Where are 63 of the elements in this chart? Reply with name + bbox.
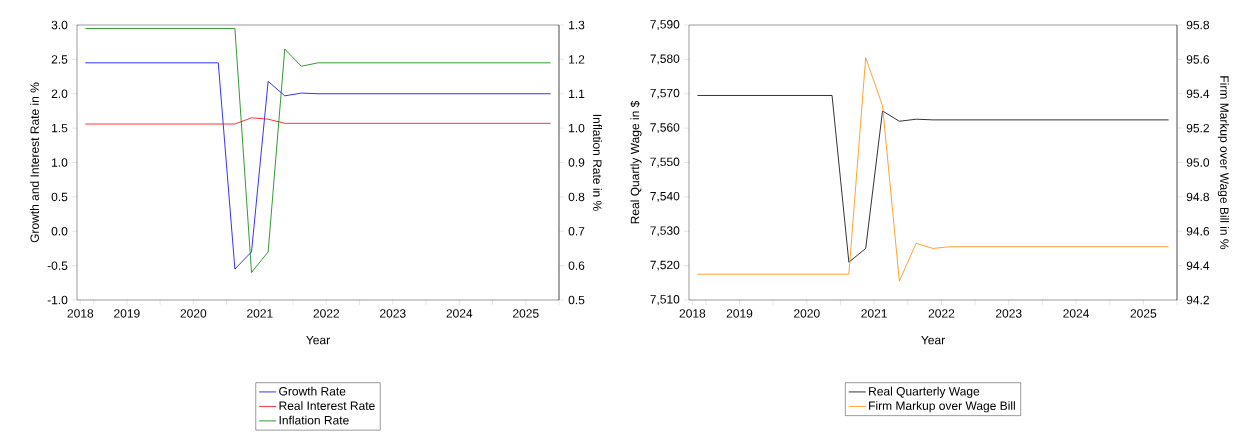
x-tick-label: 2020 — [180, 309, 207, 318]
y-tick-label: 0.5 — [51, 192, 68, 202]
x-axis-title: Year — [306, 335, 330, 345]
x-axis-title: Year — [921, 335, 945, 345]
y2-tick-label: 0.5 — [568, 295, 585, 305]
y2-tick-label: 95.4 — [1186, 89, 1210, 98]
legend-label: Inflation Rate — [279, 415, 349, 425]
y-tick-label: 3.0 — [51, 20, 68, 30]
x-tick-label: 2018 — [679, 309, 706, 318]
y2-tick-label: 1.1 — [569, 89, 585, 98]
y2-tick-label: 94.8 — [1186, 192, 1210, 202]
y2-axis-title: Inflation Rate in % — [593, 114, 602, 211]
y2-tick-label: 0.9 — [568, 158, 585, 167]
legend-label: Real Interest Rate — [279, 401, 375, 410]
y2-tick-label: 1.3 — [569, 20, 585, 30]
x-tick-label: 2021 — [861, 309, 887, 318]
y-tick-label: 2.5 — [51, 55, 68, 64]
x-tick-label: 2023 — [996, 309, 1022, 318]
y2-tick-label: 95.0 — [1186, 158, 1210, 167]
x-tick-label: 2019 — [114, 309, 140, 318]
y-tick-label: 7,530 — [650, 226, 680, 237]
y2-tick-label: 0.8 — [568, 192, 585, 202]
y-tick-label: 7,570 — [650, 88, 680, 99]
y2-tick-label: 94.2 — [1186, 295, 1209, 305]
y-tick-label: -1.0 — [47, 295, 68, 305]
y2-axis-title: Firm Markup over Wage Bill in % — [1217, 76, 1229, 250]
x-tick-label: 2022 — [928, 309, 955, 318]
y-tick-label: 7,540 — [650, 191, 680, 202]
y-tick-label: 7,510 — [650, 295, 680, 305]
y2-tick-label: 95.8 — [1186, 20, 1210, 30]
y-axis-title: Growth and Interest Rate in % — [30, 82, 39, 243]
y2-tick-label: 0.7 — [568, 227, 585, 236]
x-tick-label: 2025 — [1130, 309, 1157, 318]
y2-tick-label: 94.4 — [1186, 261, 1210, 270]
y2-tick-label: 95.6 — [1186, 55, 1210, 64]
x-tick-label: 2025 — [513, 309, 539, 318]
legend-label: Firm Markup over Wage Bill — [869, 401, 1015, 413]
x-tick-label: 2020 — [794, 309, 820, 318]
y-tick-label: 2.0 — [51, 89, 68, 99]
legend-label: Real Quarterly Wage — [869, 386, 980, 398]
y2-tick-label: 1.2 — [569, 55, 585, 64]
legend-label: Growth Rate — [279, 386, 346, 396]
y2-tick-label: 1.0 — [569, 123, 585, 133]
y2-tick-label: 94.6 — [1186, 227, 1210, 236]
x-tick-label: 2021 — [247, 309, 273, 318]
x-tick-label: 2024 — [446, 309, 473, 318]
y-tick-label: 7,560 — [650, 123, 680, 134]
x-tick-label: 2018 — [67, 309, 94, 318]
y-tick-label: 0.0 — [51, 227, 68, 236]
y-tick-label: 1.5 — [52, 123, 68, 133]
x-tick-label: 2024 — [1063, 309, 1090, 318]
x-tick-label: 2019 — [726, 309, 753, 318]
y2-tick-label: 0.6 — [568, 261, 585, 270]
x-tick-label: 2022 — [313, 309, 340, 318]
y-axis-title: Real Quartly Wage in $ — [630, 100, 642, 224]
y-tick-label: 1.0 — [52, 158, 68, 167]
y-tick-label: 7,520 — [650, 260, 680, 271]
y-tick-label: 7,580 — [650, 54, 680, 65]
y-tick-label: -0.5 — [47, 261, 68, 270]
y2-tick-label: 95.2 — [1186, 123, 1209, 133]
x-tick-label: 2023 — [380, 309, 406, 318]
y-tick-label: 7,590 — [650, 20, 680, 30]
y-tick-label: 7,550 — [650, 157, 680, 168]
